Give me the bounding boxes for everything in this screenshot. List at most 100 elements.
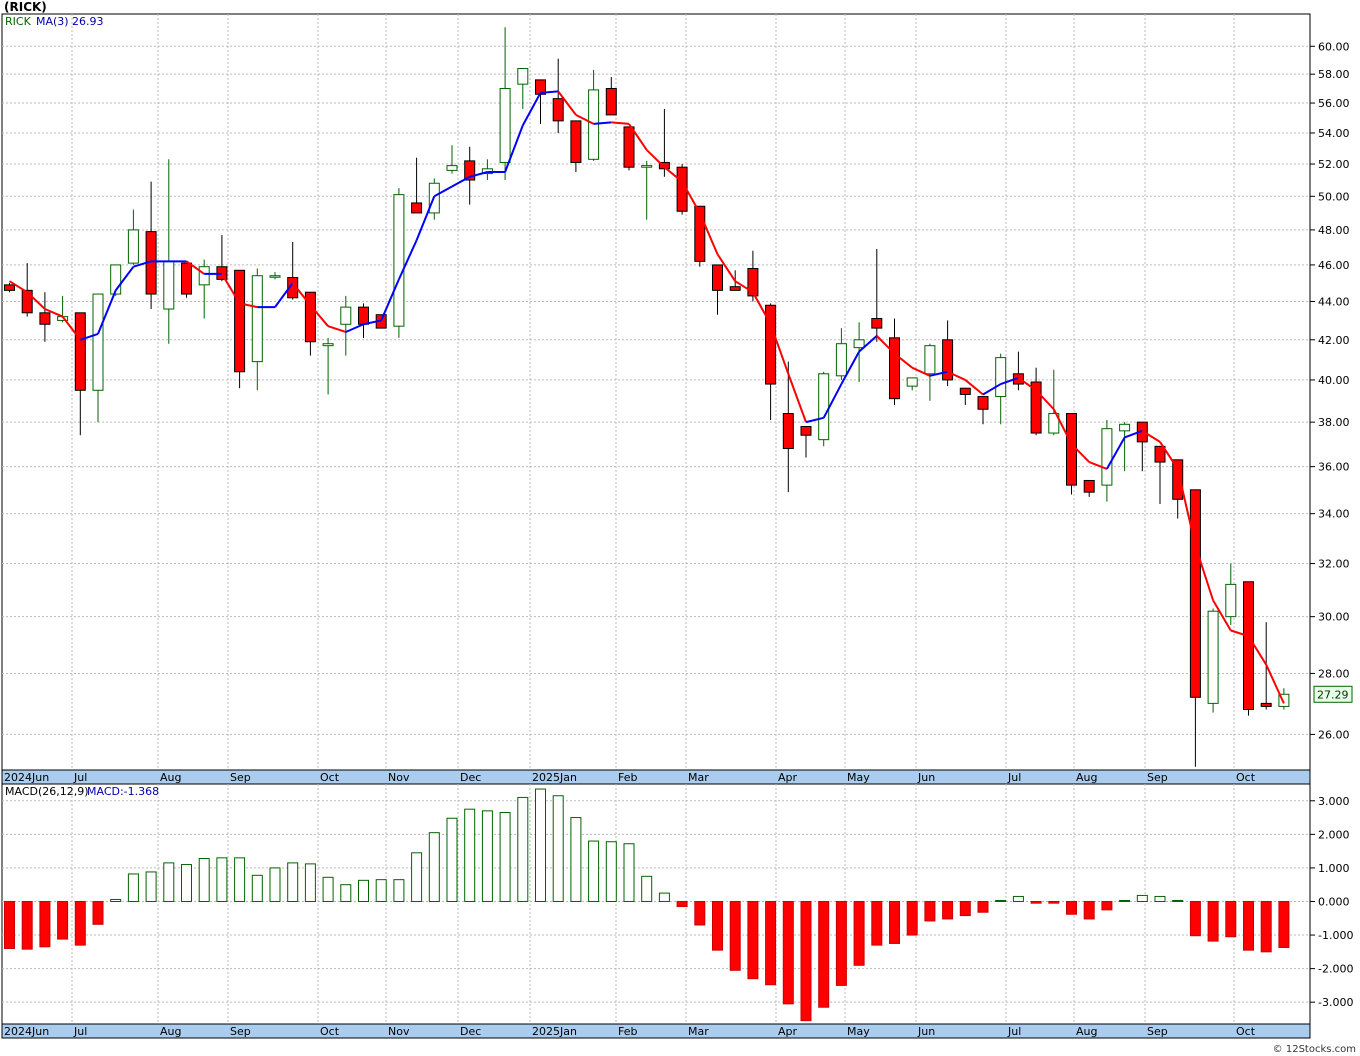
candle-body [1278,693,1290,707]
candle-body [1048,413,1060,434]
macd-bar [1278,900,1290,948]
ma-line-segment [239,302,258,309]
macd-y-tick-label: -2.000 [1318,963,1353,976]
macd-bar [623,843,635,902]
macd-bar [251,874,263,902]
macd-bar [1101,900,1113,911]
ma-line-segment [858,335,878,353]
candle-body [287,277,299,299]
candle-body [446,165,458,171]
macd-bar [21,900,33,950]
ma-line-segment [521,92,542,126]
price-y-tick-label: 40.00 [1318,374,1350,387]
price-x-tick-label: May [847,771,870,784]
macd-bar [234,857,246,902]
macd-y-tick-label: 1.000 [1318,862,1350,875]
candle-body [1172,459,1184,500]
macd-bar [287,862,299,902]
candle-body [959,387,971,395]
ma-line-segment [1230,629,1249,638]
candle-body [924,345,936,375]
candle-body [411,202,423,214]
macd-bar [924,900,936,922]
candle-body [127,229,139,264]
candle-body [181,262,192,295]
candle-body [1243,581,1254,710]
price-y-tick-label: 32.00 [1318,558,1350,571]
price-y-tick-label: 58.00 [1318,68,1350,81]
ma-line-segment [1141,430,1161,443]
candle-body [570,120,582,163]
ma-line-segment [734,280,754,294]
macd-bar [428,832,440,902]
macd-x-tick-label: May [847,1025,870,1038]
candle-body [623,126,635,168]
candle-body [269,275,281,278]
macd-bar [871,900,883,946]
candle-body [1101,428,1113,486]
macd-bar [712,900,723,951]
macd-bar [1048,900,1060,904]
macd-bar [198,858,210,902]
macd-bar [1172,899,1184,902]
macd-x-tick-label: Feb [618,1025,637,1038]
price-x-tick-label: Nov [388,771,410,784]
candle-body [588,89,600,160]
ma-line-segment [133,260,152,268]
candle-body [464,160,476,181]
candle-body [1189,489,1201,698]
macd-bar [1012,895,1024,902]
macd-bar [1207,900,1219,942]
price-y-tick-label: 46.00 [1318,259,1350,272]
ma-line-segment [97,289,117,335]
price-y-tick-label: 44.00 [1318,296,1350,309]
price-x-tick-label: Feb [618,771,637,784]
candle-body [1119,423,1131,432]
macd-bar [39,900,51,948]
ma-line-segment [451,175,471,188]
ma-line-segment [663,166,683,183]
last-price-tag [1313,685,1353,703]
macd-bar [605,841,617,902]
macd-panel: 3.000 2.000 1.000 0.000 -1.000 -2.000 -3.000 20… [1,783,1353,1039]
macd-bar [411,852,423,902]
candle-body [1207,610,1219,704]
ma-line-segment [114,266,135,291]
ma-line-segment [982,383,1002,396]
macd-bar [535,788,546,902]
price-y-tick-label: 42.00 [1318,334,1350,347]
ma-line-segment [1247,635,1268,666]
ma-line-segment [787,373,807,423]
macd-bar [517,796,529,902]
macd-bar [358,879,369,902]
ma-line-segment [1194,545,1215,601]
price-x-tick-label: Oct [320,771,340,784]
macd-bar [641,875,653,902]
ma-line-segment [1212,599,1232,632]
macd-bar [1243,900,1254,951]
price-x-tick-label: Apr [778,771,798,784]
macd-bar [127,873,139,902]
ma-line-segment [1088,461,1108,470]
macd-x-tick-label: Nov [388,1025,410,1038]
ma-line-segment [44,308,63,318]
macd-x-tick-label: Mar [688,1025,709,1038]
ma-line-segment [345,323,364,333]
ma-line-segment [716,253,737,282]
macd-bar [906,900,918,936]
macd-x-tick-label: Apr [778,1025,798,1038]
macd-bar [995,899,1007,902]
candle-body [871,318,883,329]
candle-body [163,260,175,310]
ma-line-segment [397,239,418,280]
macd-bar [340,884,352,902]
ma-line-segment [822,383,843,419]
ma-line-segment [433,185,453,198]
macd-bar [570,817,582,902]
price-y-tick-label: 30.00 [1318,611,1350,624]
ma-line-segment [769,323,790,375]
candle-body [251,275,263,363]
candle-body [517,68,529,85]
ma-line-segment [628,123,648,151]
candle-body [304,291,316,343]
